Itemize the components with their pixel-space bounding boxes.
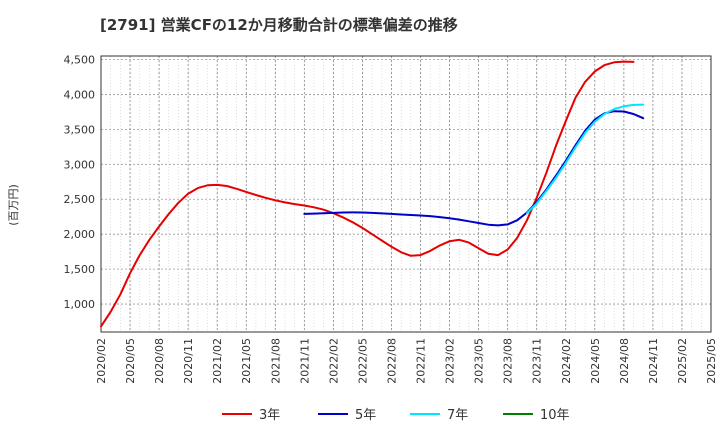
x-tick-label: 2020/08 xyxy=(153,338,166,384)
y-axis-label: (百万円) xyxy=(7,184,20,226)
x-tick-label: 2020/05 xyxy=(124,338,137,384)
series-line-5年 xyxy=(303,110,645,227)
y-tick-label: 3,000 xyxy=(64,158,96,171)
x-tick-label: 2020/02 xyxy=(95,338,108,384)
grid xyxy=(100,56,712,332)
x-tick-label: 2022/02 xyxy=(327,338,340,384)
plot-frame xyxy=(100,55,712,333)
x-tick-label: 2021/08 xyxy=(269,338,282,384)
x-tick-label: 2022/05 xyxy=(356,338,369,384)
x-tick-label: 2022/11 xyxy=(415,338,428,384)
series-lines xyxy=(100,60,645,328)
x-tick-label: 2024/05 xyxy=(589,338,602,384)
x-tick-label: 2024/11 xyxy=(647,338,660,384)
legend: 3年 5年 7年 10年 xyxy=(222,408,570,423)
x-tick-label: 2023/02 xyxy=(444,338,457,384)
y-tick-label: 3,500 xyxy=(64,123,96,136)
x-tick-label: 2021/02 xyxy=(211,338,224,384)
legend-label-7年: 7年 xyxy=(447,408,468,423)
x-tick-label: 2021/11 xyxy=(298,338,311,384)
x-tick-label: 2023/05 xyxy=(473,338,486,384)
x-tick-label: 2023/11 xyxy=(531,338,544,384)
x-tick-label: 2020/11 xyxy=(182,338,195,384)
chart-title: [2791] 営業CFの12か月移動合計の標準偏差の推移 xyxy=(100,16,458,34)
x-tick-label: 2025/05 xyxy=(705,338,718,384)
x-tick-label: 2021/05 xyxy=(240,338,253,384)
y-tick-label: 2,000 xyxy=(64,228,96,241)
series-line-7年 xyxy=(526,103,645,215)
x-tick-label: 2025/02 xyxy=(676,338,689,384)
y-tick-label: 4,500 xyxy=(64,53,96,66)
axes: 1,000 1,500 2,000 2,500 3,000 3,500 4,000 4,500… xyxy=(64,53,719,383)
legend-label-10年: 10年 xyxy=(540,408,570,423)
legend-label-3年: 3年 xyxy=(259,408,280,423)
x-tick-label: 2022/08 xyxy=(385,338,398,384)
y-tick-label: 1,500 xyxy=(64,263,96,276)
y-tick-label: 2,500 xyxy=(64,193,96,206)
y-tick-label: 4,000 xyxy=(64,88,96,101)
series-line-3年 xyxy=(100,60,635,328)
x-tick-label: 2024/02 xyxy=(560,338,573,384)
y-tick-label: 1,000 xyxy=(64,298,96,311)
x-tick-label: 2023/08 xyxy=(502,338,515,384)
x-tick-label: 2024/08 xyxy=(618,338,631,384)
legend-label-5年: 5年 xyxy=(355,408,376,423)
